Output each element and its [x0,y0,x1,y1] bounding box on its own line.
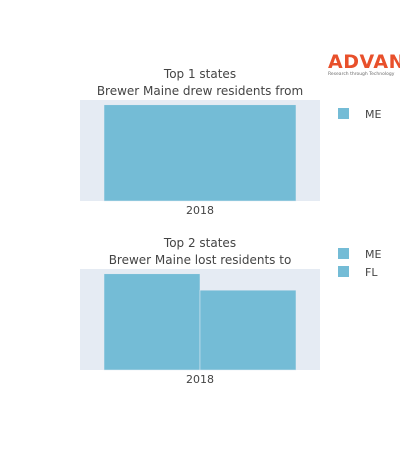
chart-2-legend: ME FL [338,248,381,279]
chart-1-legend-label-me: ME [365,108,381,121]
chart-2-bars [103,273,297,371]
logo-text: ADVAN [328,51,400,73]
advan-logo: ADVAN Research through Technology [328,51,400,77]
chart-1-bar-me [103,104,297,202]
legend-swatch-me [338,108,349,119]
logo-tagline: Research through Technology [328,71,395,77]
chart-2-bar-fl [199,289,297,371]
chart-2-bar-me [103,273,201,371]
chart-1-x-tick: 2018 [186,204,214,217]
chart-1-title: Top 1 states [163,67,236,81]
legend-swatch-fl [338,266,349,277]
chart-2: Top 2 states Brewer Maine lost residents… [80,236,381,386]
chart-1-legend: ME [338,108,381,121]
chart-1-bars [103,104,297,202]
chart-1: Top 1 states Brewer Maine drew residents… [80,67,381,217]
chart-1-subtitle: Brewer Maine drew residents from [97,84,303,98]
legend-swatch-me [338,248,349,259]
chart-2-subtitle: Brewer Maine lost residents to [109,253,292,267]
chart-2-title: Top 2 states [163,236,236,250]
chart-2-legend-label-fl: FL [365,266,378,279]
chart-2-x-tick: 2018 [186,373,214,386]
chart-2-legend-label-me: ME [365,248,381,261]
